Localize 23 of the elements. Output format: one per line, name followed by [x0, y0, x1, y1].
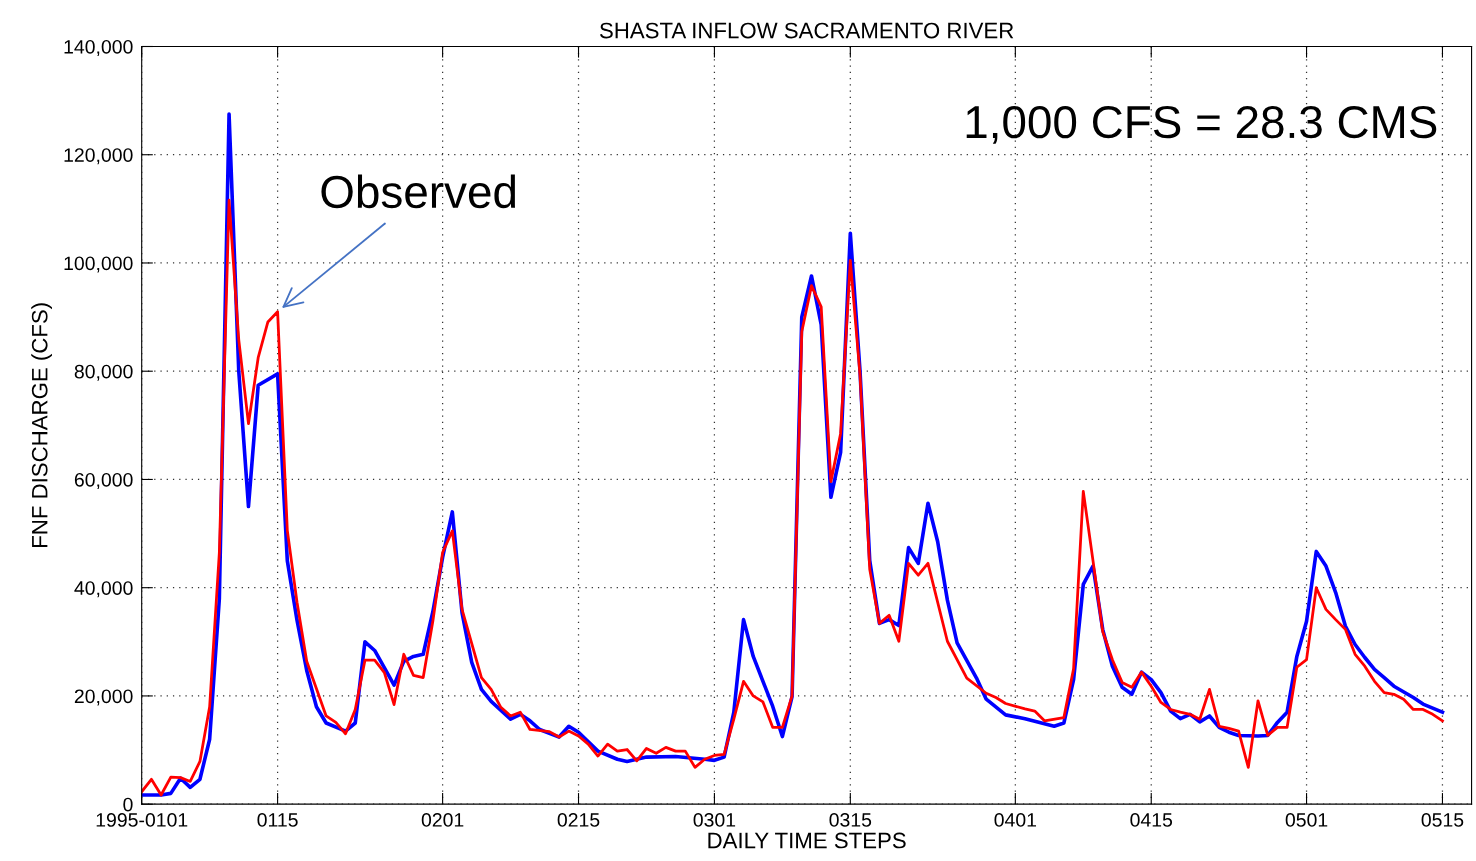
x-tick-label: 1995-0101 — [96, 813, 188, 827]
x-tick-label: 0515 — [1421, 813, 1464, 827]
annotation: 1,000 CFS = 28.3 CMS — [966, 105, 1437, 144]
y-tick-label: 20,000 — [74, 689, 133, 706]
y-tick-label: 120,000 — [64, 148, 133, 165]
x-tick-label: 0301 — [693, 813, 736, 827]
x-tick-label: 0315 — [829, 813, 872, 827]
x-tick-label: 0401 — [994, 813, 1037, 827]
chart-title: SHASTA INFLOW SACRAMENTO RIVER — [599, 22, 1014, 39]
y-tick-label: 80,000 — [74, 364, 133, 381]
x-tick-label: 0201 — [421, 813, 464, 827]
y-tick-label: 40,000 — [74, 581, 133, 598]
y-tick-label: 100,000 — [64, 256, 133, 273]
y-tick-label: 0 — [123, 797, 133, 812]
x-axis-title: DAILY TIME STEPS — [708, 832, 906, 849]
y-tick-label: 140,000 — [64, 39, 133, 57]
annotation: Observed — [321, 174, 516, 209]
y-tick-label: 60,000 — [74, 472, 133, 489]
y-axis-title: FNF DISCHARGE (CFS) — [31, 303, 52, 547]
x-tick-label: 0115 — [257, 813, 298, 827]
x-tick-label: 0501 — [1285, 813, 1328, 827]
x-tick-label: 0415 — [1130, 813, 1173, 827]
x-tick-label: 0215 — [557, 813, 600, 827]
